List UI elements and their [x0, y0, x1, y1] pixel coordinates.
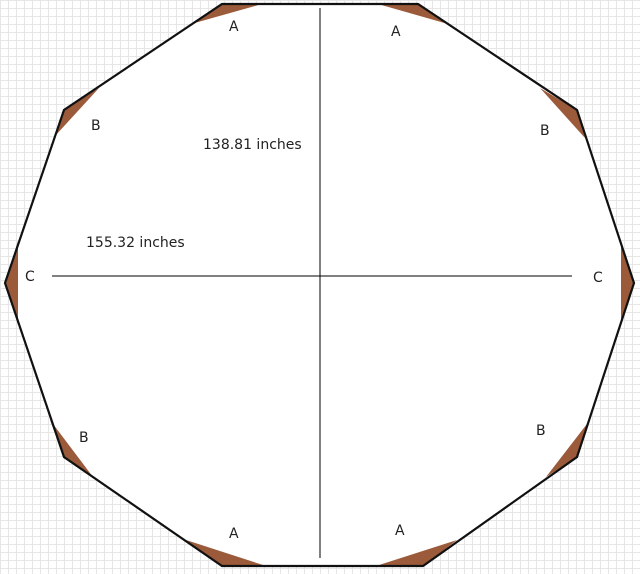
label-b-upper-right: B — [540, 123, 550, 139]
label-a-bottom-right: A — [395, 523, 405, 539]
wedge-upper-left-b — [55, 88, 99, 136]
vertical-measurement-label: 138.81 inches — [203, 137, 302, 153]
label-a-top-right: A — [391, 24, 401, 40]
wedge-top-left-a — [191, 4, 262, 24]
wedge-left-c — [5, 241, 18, 325]
wedge-right-c — [621, 241, 634, 325]
wedge-upper-right-b — [540, 88, 585, 138]
label-c-right: C — [593, 270, 603, 286]
horizontal-measurement-label: 155.32 inches — [86, 235, 185, 251]
label-a-bottom-left: A — [229, 526, 239, 542]
wedge-lower-right-b — [546, 420, 590, 477]
label-c-left: C — [25, 269, 35, 285]
label-b-upper-left: B — [91, 118, 101, 134]
wedge-bottom-left-a — [186, 540, 266, 566]
wedge-top-right-a — [378, 4, 448, 24]
wedge-lower-left-b — [50, 420, 93, 477]
wedge-bottom-right-a — [376, 540, 457, 566]
decagon-outline — [3, 2, 636, 568]
corner-wedges — [5, 4, 634, 566]
label-b-lower-left: B — [79, 430, 89, 446]
label-a-top-left: A — [229, 19, 239, 35]
label-b-lower-right: B — [536, 423, 546, 439]
